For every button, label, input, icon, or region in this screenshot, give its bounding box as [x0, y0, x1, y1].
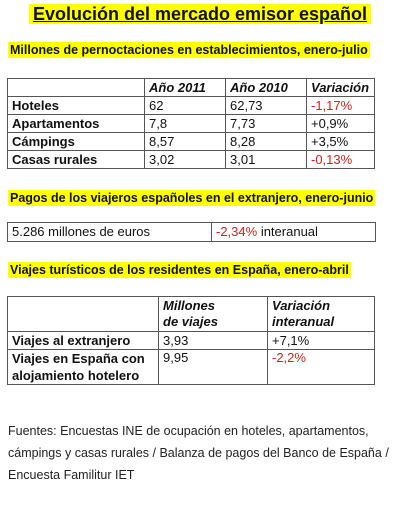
table-row: Viajes al extranjero 3,93 +7,1%	[7, 331, 375, 350]
viajes-table: Millones de viajes Variación interanual …	[7, 296, 375, 385]
table-row: Hoteles 62 62,73 -1,17%	[7, 96, 375, 115]
header-cell	[7, 78, 145, 97]
cell-2011: 62	[144, 96, 226, 115]
cell-2010: 7,73	[225, 114, 307, 133]
cell-variation: -1,17%	[306, 96, 375, 115]
row-label: Apartamentos	[7, 114, 145, 133]
page-title: Evolución del mercado emisor español	[0, 4, 400, 25]
row-label: Viajes en España con alojamiento hoteler…	[7, 349, 159, 385]
cell-2011: 3,02	[144, 150, 226, 169]
cell-2010: 8,28	[225, 132, 307, 151]
pernoctaciones-table: Año 2011 Año 2010 Variación Hoteles 62 6…	[7, 78, 375, 169]
cell-2011: 8,57	[144, 132, 226, 151]
cell-variation: -2,2%	[267, 349, 375, 385]
cell-variation: +7,1%	[267, 331, 375, 350]
header-cell-millones: Millones de viajes	[158, 296, 268, 332]
section-heading-pagos: Pagos de los viajeros españoles en el ex…	[8, 190, 376, 206]
section-heading-pernoctaciones: Millones de pernoctaciones en establecim…	[8, 42, 370, 58]
cell-2010: 62,73	[225, 96, 307, 115]
pagos-variation-suffix: interanual	[257, 224, 318, 239]
cell-value: 3,93	[158, 331, 268, 350]
pagos-box: 5.286 millones de euros -2,34% interanua…	[7, 222, 376, 242]
pagos-variation: -2,34%	[216, 224, 258, 239]
divider	[211, 223, 212, 241]
table-row: Casas rurales 3,02 3,01 -0,13%	[7, 150, 375, 169]
row-label: Cámpings	[7, 132, 145, 151]
pagos-amount: 5.286 millones de euros	[12, 224, 151, 239]
header-cell: Año 2011	[144, 78, 226, 97]
row-label-line: alojamiento hotelero	[12, 368, 140, 383]
header-line: Millones	[163, 298, 216, 313]
table-row: Apartamentos 7,8 7,73 +0,9%	[7, 114, 375, 133]
table-row: Cámpings 8,57 8,28 +3,5%	[7, 132, 375, 151]
pagos-variation-cell: -2,34% interanual	[216, 224, 318, 239]
row-label: Hoteles	[7, 96, 145, 115]
header-cell: Año 2010	[225, 78, 307, 97]
header-line: interanual	[272, 314, 335, 329]
table-header-row: Millones de viajes Variación interanual	[7, 296, 375, 332]
cell-variation: +0,9%	[306, 114, 375, 133]
cell-variation: +3,5%	[306, 132, 375, 151]
header-cell: Variación	[306, 78, 375, 97]
cell-variation: -0,13%	[306, 150, 375, 169]
header-line: de viajes	[163, 314, 218, 329]
header-cell-variacion: Variación interanual	[267, 296, 375, 332]
cell-2010: 3,01	[225, 150, 307, 169]
row-label: Casas rurales	[7, 150, 145, 169]
header-cell-empty	[7, 296, 159, 332]
cell-value: 9,95	[158, 349, 268, 385]
table-row: Viajes en España con alojamiento hoteler…	[7, 349, 375, 385]
header-line: Variación	[272, 298, 331, 313]
row-label: Viajes al extranjero	[7, 331, 159, 350]
sources-note: Fuentes: Encuestas INE de ocupación en h…	[8, 424, 389, 482]
table-header-row: Año 2011 Año 2010 Variación	[7, 78, 375, 97]
row-label-line: Viajes en España con	[12, 351, 145, 366]
section-heading-viajes: Viajes turísticos de los residentes en E…	[8, 262, 351, 278]
cell-2011: 7,8	[144, 114, 226, 133]
